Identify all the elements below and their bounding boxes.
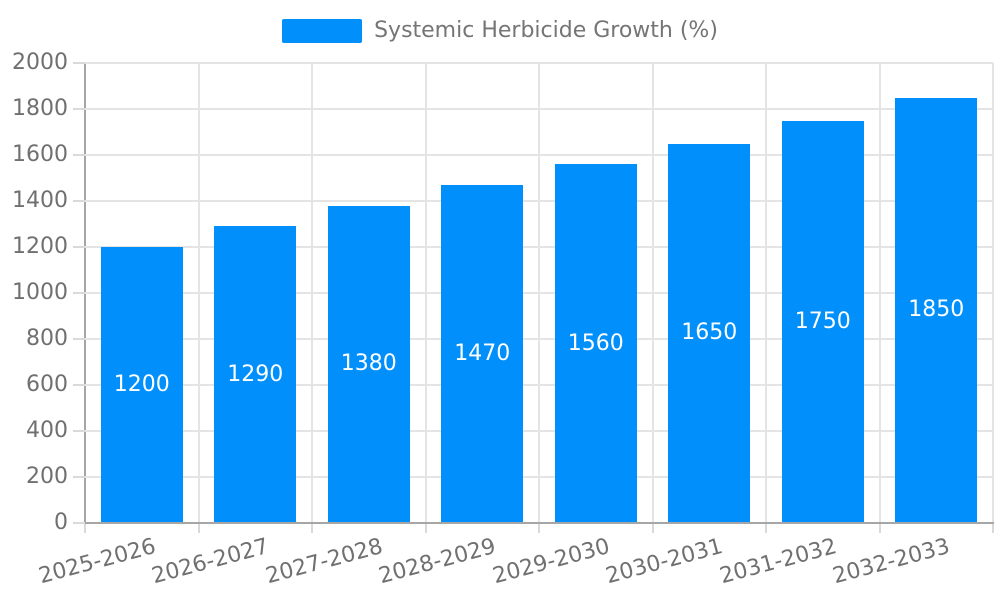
bar[interactable] bbox=[781, 120, 864, 523]
bar-value-label: 1650 bbox=[681, 320, 738, 346]
x-tick-mark bbox=[311, 524, 313, 533]
y-tick-mark bbox=[73, 338, 85, 340]
x-tick-mark bbox=[651, 524, 654, 533]
bar-value-label: 1750 bbox=[794, 308, 851, 334]
y-axis-tick-label: 600 bbox=[26, 372, 68, 397]
y-axis-tick-label: 1200 bbox=[12, 234, 68, 259]
y-tick-mark bbox=[73, 62, 85, 64]
y-tick-mark bbox=[73, 200, 85, 202]
bar[interactable] bbox=[668, 143, 751, 523]
y-tick-mark bbox=[73, 476, 85, 478]
y-tick-mark bbox=[73, 430, 85, 432]
y-axis-tick-label: 2000 bbox=[12, 50, 68, 75]
bar-value-label: 1560 bbox=[567, 330, 624, 356]
y-axis-tick-label: 200 bbox=[26, 464, 68, 489]
y-axis-tick-label: 1800 bbox=[12, 96, 68, 121]
y-tick-mark bbox=[73, 246, 85, 248]
bar[interactable] bbox=[895, 97, 978, 523]
bar[interactable] bbox=[441, 184, 524, 523]
bar-value-label: 1290 bbox=[227, 361, 284, 387]
x-tick-mark bbox=[84, 524, 86, 533]
x-tick-mark bbox=[538, 524, 540, 533]
x-tick-mark bbox=[424, 524, 427, 533]
gridline-vertical bbox=[424, 63, 427, 523]
y-tick-mark bbox=[73, 108, 85, 110]
x-tick-mark bbox=[878, 524, 881, 533]
y-axis-tick-label: 1000 bbox=[12, 280, 68, 305]
bar-value-label: 1470 bbox=[454, 340, 511, 366]
y-axis-tick-label: 1600 bbox=[12, 142, 68, 167]
legend[interactable]: Systemic Herbicide Growth (%) bbox=[0, 18, 1000, 44]
y-axis-tick-label: 800 bbox=[26, 326, 68, 351]
y-axis-tick-label: 0 bbox=[54, 510, 68, 535]
legend-label: Systemic Herbicide Growth (%) bbox=[374, 18, 718, 43]
bar-value-label: 1850 bbox=[908, 297, 965, 323]
y-tick-mark bbox=[73, 384, 85, 386]
gridline-vertical bbox=[538, 63, 540, 523]
gridline-vertical bbox=[878, 63, 881, 523]
bar[interactable] bbox=[327, 205, 410, 523]
y-axis-tick-label: 400 bbox=[26, 418, 68, 443]
gridline-vertical bbox=[311, 63, 313, 523]
gridline-vertical bbox=[651, 63, 654, 523]
gridline-vertical bbox=[765, 63, 767, 523]
x-tick-mark bbox=[197, 524, 200, 533]
bar-value-label: 1380 bbox=[340, 351, 397, 377]
x-axis-line bbox=[84, 522, 994, 524]
y-tick-mark bbox=[73, 522, 85, 524]
x-tick-mark bbox=[992, 524, 994, 533]
bar[interactable] bbox=[100, 247, 183, 523]
y-tick-mark bbox=[73, 292, 85, 294]
plot-area: 1200 1290 1380 1470 1560 1650 1750 1850 bbox=[85, 62, 994, 523]
bar-value-label: 1200 bbox=[113, 372, 170, 397]
y-tick-mark bbox=[73, 154, 85, 156]
bar[interactable] bbox=[214, 226, 297, 523]
x-tick-mark bbox=[765, 524, 767, 533]
gridline-vertical bbox=[992, 63, 994, 523]
bar[interactable] bbox=[554, 164, 637, 523]
gridline-vertical bbox=[197, 63, 200, 523]
legend-swatch bbox=[282, 19, 363, 43]
y-axis-tick-label: 1400 bbox=[12, 188, 68, 213]
